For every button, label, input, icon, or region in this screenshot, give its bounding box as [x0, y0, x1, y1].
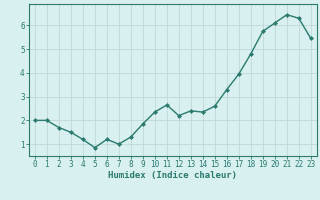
X-axis label: Humidex (Indice chaleur): Humidex (Indice chaleur): [108, 171, 237, 180]
